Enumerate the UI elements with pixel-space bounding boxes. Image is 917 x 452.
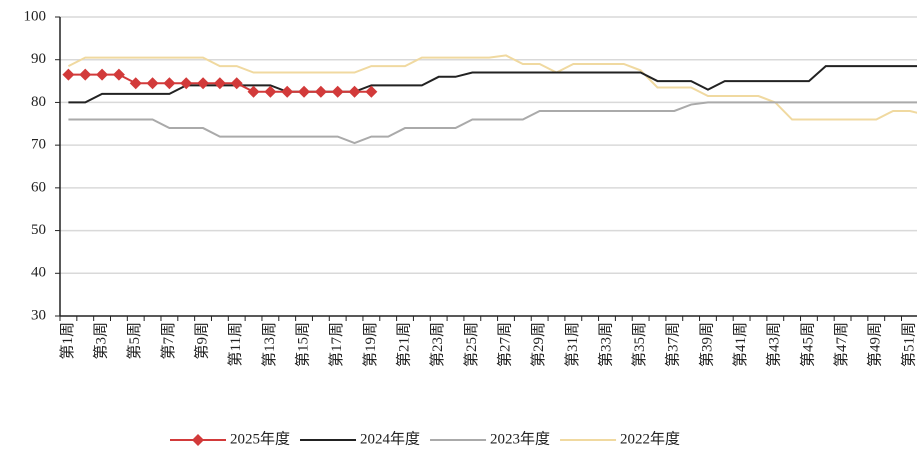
- x-tick-label: 第1周: [58, 322, 76, 360]
- y-tick-label: 80: [31, 94, 46, 110]
- point: [112, 68, 125, 81]
- point: [247, 85, 260, 98]
- point: [146, 77, 159, 90]
- point: [180, 77, 193, 90]
- legend-label: 2024年度: [360, 430, 420, 447]
- point: [129, 77, 142, 90]
- y-tick-label: 90: [31, 51, 46, 67]
- x-tick-label: 第29周: [529, 322, 547, 367]
- point: [281, 85, 294, 98]
- x-tick-label: 第19周: [361, 322, 379, 367]
- point: [365, 85, 378, 98]
- x-tick-label: 第7周: [159, 322, 177, 360]
- legend-marker: [192, 434, 204, 446]
- y-tick-label: 70: [31, 137, 46, 153]
- series-line: [68, 101, 917, 145]
- x-tick-label: 第25周: [462, 322, 480, 367]
- legend-label: 2025年度: [230, 430, 290, 447]
- point: [331, 85, 344, 98]
- point: [230, 77, 243, 90]
- y-tick-label: 50: [31, 222, 46, 238]
- x-tick-label: 第39周: [697, 322, 715, 367]
- x-tick-label: 第31周: [563, 322, 581, 367]
- y-tick-label: 100: [24, 8, 47, 24]
- x-tick-label: 第13周: [260, 322, 278, 367]
- x-tick-label: 第47周: [832, 322, 850, 367]
- y-tick-label: 40: [31, 265, 46, 281]
- point: [62, 68, 75, 81]
- x-tick-label: 第9周: [192, 322, 210, 360]
- x-tick-label: 第27周: [495, 322, 513, 367]
- x-tick-label: 第45周: [798, 322, 816, 367]
- point: [197, 77, 210, 90]
- point: [163, 77, 176, 90]
- x-tick-label: 第3周: [92, 322, 110, 360]
- x-tick-label: 第37周: [664, 322, 682, 367]
- x-tick-label: 第23周: [428, 322, 446, 367]
- x-tick-label: 第49周: [866, 322, 884, 367]
- point: [298, 85, 311, 98]
- x-tick-label: 第21周: [394, 322, 412, 367]
- y-tick-label: 60: [31, 179, 46, 195]
- legend-label: 2023年度: [490, 430, 550, 447]
- x-tick-label: 第11周: [226, 322, 244, 366]
- point: [79, 68, 92, 81]
- series-line: [67, 54, 917, 121]
- x-tick-label: 第33周: [596, 322, 614, 367]
- point: [213, 77, 226, 90]
- x-tick-label: 第17周: [327, 322, 345, 367]
- legend-label: 2022年度: [620, 430, 680, 447]
- y-tick-label: 30: [31, 307, 46, 323]
- x-tick-label: 第41周: [731, 322, 749, 367]
- x-tick-label: 第43周: [765, 322, 783, 367]
- x-tick-label: 第35周: [630, 322, 648, 367]
- series-line: [68, 65, 917, 104]
- x-tick-label: 第15周: [293, 322, 311, 367]
- point: [264, 85, 277, 98]
- point: [348, 85, 361, 98]
- x-tick-label: 第51周: [899, 322, 917, 367]
- x-tick-label: 第5周: [125, 322, 143, 360]
- point: [96, 68, 109, 81]
- point: [314, 85, 327, 98]
